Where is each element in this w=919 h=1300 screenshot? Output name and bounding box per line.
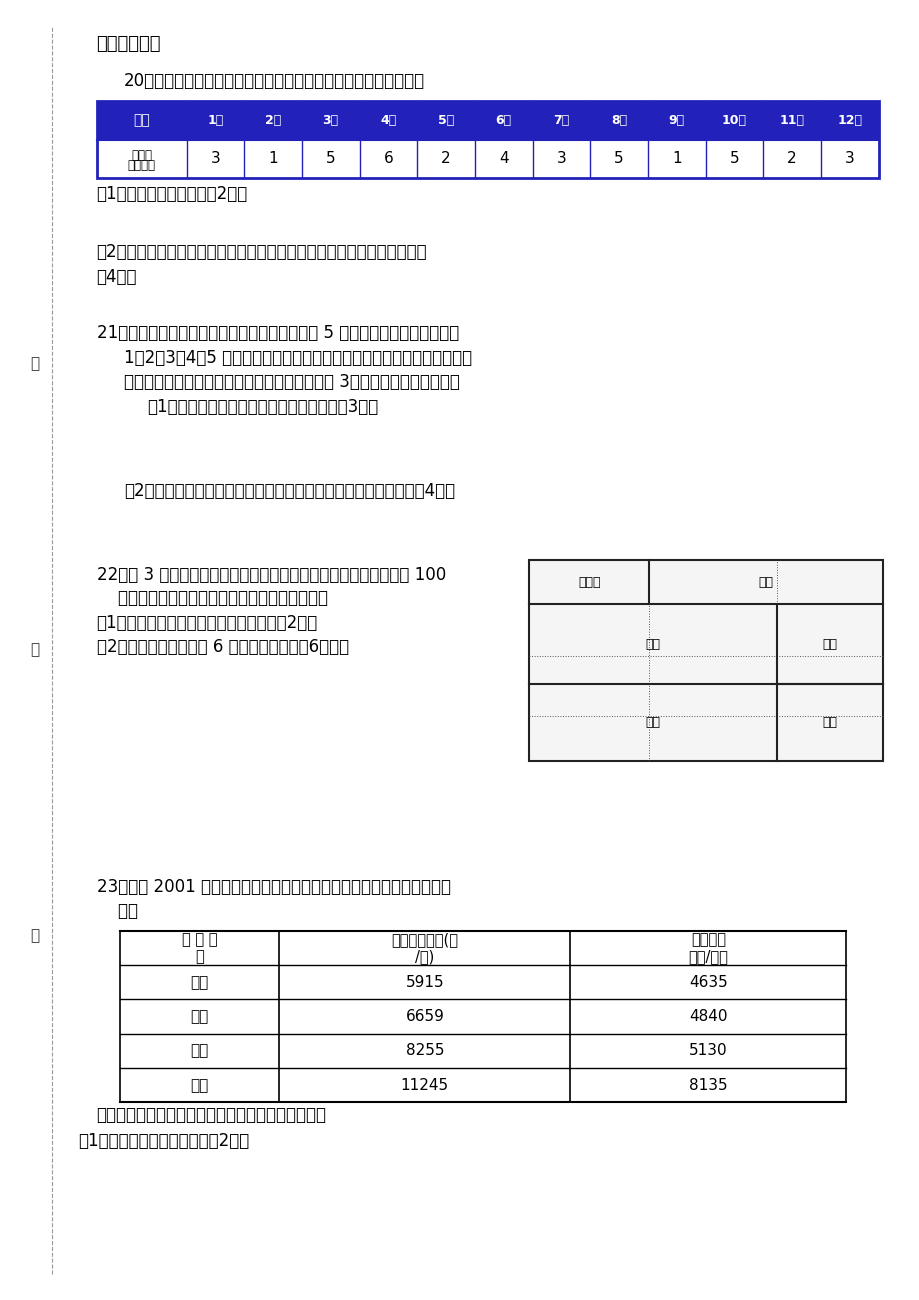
Text: （1）笔被丢在哪个房间内的概率最大？（2分）: （1）笔被丢在哪个房间内的概率最大？（2分）: [96, 614, 317, 632]
Bar: [96, 101, 878, 140]
Text: 高中: 高中: [190, 1078, 209, 1093]
Text: 3: 3: [556, 151, 566, 166]
Text: （2）分别计算笔被丢在 6 个房间内的概率（6分）。: （2）分别计算笔被丢在 6 个房间内的概率（6分）。: [96, 638, 348, 656]
Text: 3: 3: [210, 151, 220, 166]
Text: 1、2、3、4、5 五个数字，小明与小亮轮流坐庄，从袋中摸出一球，记下: 1、2、3、4、5 五个数字，小明与小亮轮流坐庄，从袋中摸出一球，记下: [124, 348, 471, 367]
Text: 卧室: 卧室: [822, 716, 836, 729]
Text: 2: 2: [787, 151, 796, 166]
Text: 生日人: 生日人: [130, 150, 152, 162]
Text: 5: 5: [325, 151, 335, 166]
Text: 21、小明与小亮玩摸球游戏，在一个袋子中放有 5 个完全一样的球，分别标有: 21、小明与小亮玩摸球游戏，在一个袋子中放有 5 个完全一样的球，分别标有: [96, 324, 459, 342]
Text: 5月: 5月: [437, 114, 454, 127]
Text: （1）全班共有多少人？（2分）: （1）全班共有多少人？（2分）: [96, 185, 247, 203]
Text: 4840: 4840: [688, 1009, 727, 1024]
Text: （2）请计算各月的学生生日概率，比较一下哪个月的学生生日概率最大。: （2）请计算各月的学生生日概率，比较一下哪个月的学生生日概率最大。: [96, 243, 426, 261]
Text: （2）若不公平，请修改规则，使它成为一个对双方都公平的游戏（4分）: （2）若不公平，请修改规则，使它成为一个对双方都公平的游戏（4分）: [124, 482, 455, 500]
Text: 10月: 10月: [721, 114, 746, 127]
Text: 6: 6: [383, 151, 392, 166]
Text: 6月: 6月: [495, 114, 511, 127]
Text: 初中: 初中: [190, 1044, 209, 1058]
Text: 11月: 11月: [778, 114, 804, 127]
Text: 客厅: 客厅: [645, 638, 660, 651]
Text: （1）收入最低的是哪种人？（2分）: （1）收入最低的是哪种人？（2分）: [78, 1132, 249, 1150]
Text: 8月: 8月: [610, 114, 627, 127]
Text: （说明：人均收入含其他收入）依据上面资料回答：: （说明：人均收入含其他收入）依据上面资料回答：: [96, 1106, 326, 1124]
Text: 数（人）: 数（人）: [128, 160, 155, 173]
Text: 表：: 表：: [96, 902, 138, 920]
Text: 订: 订: [30, 642, 40, 658]
Text: 4: 4: [498, 151, 508, 166]
Text: 5915: 5915: [405, 975, 444, 989]
Text: 2月: 2月: [265, 114, 281, 127]
Bar: [528, 560, 882, 760]
Text: 三、解答题：: 三、解答题：: [96, 35, 161, 53]
Bar: [96, 139, 878, 178]
Text: 8135: 8135: [688, 1078, 727, 1093]
Text: 2: 2: [441, 151, 450, 166]
Text: 文 化 程
度: 文 化 程 度: [182, 932, 217, 965]
Text: 12月: 12月: [836, 114, 861, 127]
Text: 11245: 11245: [401, 1078, 448, 1093]
Text: 卫生间: 卫生间: [577, 576, 600, 589]
Text: 线: 线: [30, 928, 40, 944]
Text: 7月: 7月: [552, 114, 569, 127]
Text: （4分）: （4分）: [96, 268, 137, 286]
Text: 3: 3: [844, 151, 854, 166]
Text: 厨房: 厨房: [758, 576, 773, 589]
Text: 1: 1: [268, 151, 278, 166]
Text: 装: 装: [30, 356, 40, 372]
Text: 22、图 3 是小娇家的示意图，一天小娇不经意地把笔丢到了她家内 100: 22、图 3 是小娇家的示意图，一天小娇不经意地把笔丢到了她家内 100: [96, 566, 446, 584]
Text: 文盲: 文盲: [190, 975, 209, 989]
Text: 4635: 4635: [688, 975, 727, 989]
Text: 6659: 6659: [405, 1009, 444, 1024]
Text: 1月: 1月: [207, 114, 223, 127]
Text: 3月: 3月: [323, 114, 338, 127]
Text: 出售产品金额(元
/户): 出售产品金额(元 /户): [391, 932, 458, 965]
Bar: [119, 931, 845, 1102]
Text: 人均收入
（元/户）: 人均收入 （元/户）: [687, 932, 728, 965]
Text: 号码，然后放回，规定：如果摸到的球号码大于 3，则小明胜否则小亮胜，: 号码，然后放回，规定：如果摸到的球号码大于 3，则小明胜否则小亮胜，: [124, 373, 460, 391]
Text: 9月: 9月: [668, 114, 684, 127]
Text: 月份: 月份: [133, 113, 150, 127]
Text: 1: 1: [671, 151, 681, 166]
Bar: [96, 101, 878, 178]
Text: （1）你认为这个游戏公平吗？请说明理由（3分）: （1）你认为这个游戏公平吗？请说明理由（3分）: [147, 398, 378, 416]
Text: 5: 5: [729, 151, 739, 166]
Text: 8255: 8255: [405, 1044, 444, 1058]
Text: 5130: 5130: [688, 1044, 727, 1058]
Text: 20、下表是七年级某班全体学生的生日记录，根据下表回答问题：: 20、下表是七年级某班全体学生的生日记录，根据下表回答问题：: [124, 73, 425, 90]
Text: 块地板砖中的某一块上（所有地砖完全一样）。: 块地板砖中的某一块上（所有地砖完全一样）。: [96, 589, 327, 607]
Text: 饭厅: 饭厅: [822, 638, 836, 651]
Text: 4月: 4月: [380, 114, 396, 127]
Text: 5: 5: [614, 151, 623, 166]
Text: 23、某村 2001 年家庭主要劳动者文化素质与劳动效益关系统计资料如下: 23、某村 2001 年家庭主要劳动者文化素质与劳动效益关系统计资料如下: [96, 878, 450, 896]
Text: 小学: 小学: [190, 1009, 209, 1024]
Text: 书房: 书房: [645, 716, 660, 729]
